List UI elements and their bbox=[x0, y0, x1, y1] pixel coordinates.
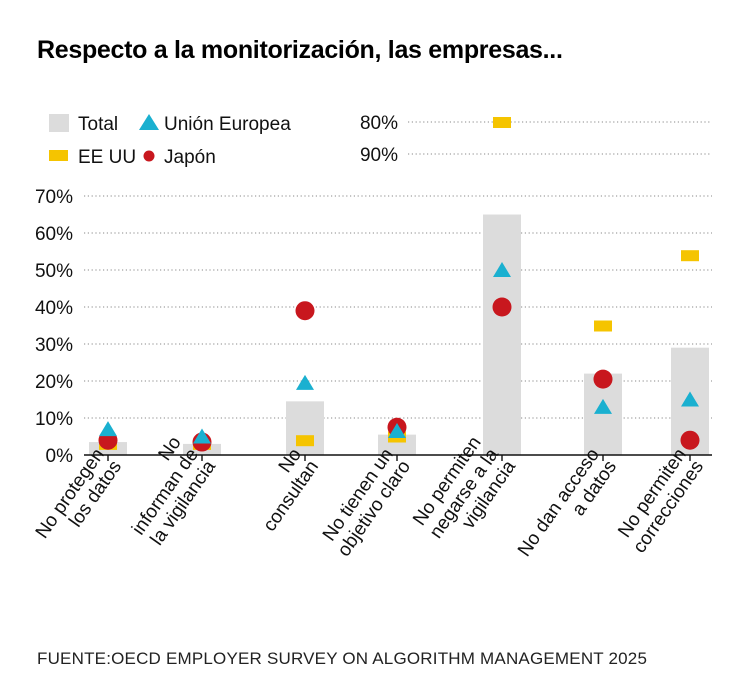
legend: Total Unión Europea EE UU Japón bbox=[49, 114, 291, 168]
marker-union-europea bbox=[296, 374, 314, 390]
marker-japon bbox=[492, 297, 512, 317]
y-tick-label: 90% bbox=[360, 145, 398, 166]
legend-japon-swatch bbox=[143, 150, 155, 162]
legend-ee-uu-label: EE UU bbox=[78, 147, 136, 168]
y-tick-label: 60% bbox=[35, 224, 73, 245]
y-tick-label: 10% bbox=[35, 409, 73, 430]
bar-total bbox=[378, 434, 416, 455]
y-tick-label: 70% bbox=[35, 187, 73, 208]
gridlines bbox=[84, 121, 712, 419]
legend-union-europea-swatch bbox=[139, 114, 159, 130]
marker-union-europea bbox=[99, 421, 117, 437]
y-tick-label: 20% bbox=[35, 372, 73, 393]
marker-japon bbox=[593, 369, 613, 389]
chart-title: Respecto a la monitorización, las empres… bbox=[37, 36, 563, 64]
y-tick-label: 50% bbox=[35, 261, 73, 282]
marker-ee-uu bbox=[493, 117, 511, 128]
y-tick-label: 40% bbox=[35, 298, 73, 319]
legend-total-swatch bbox=[49, 114, 69, 132]
legend-union-europea-label: Unión Europea bbox=[164, 114, 291, 135]
marker-union-europea bbox=[493, 262, 511, 277]
legend-japon-label: Japón bbox=[164, 147, 216, 168]
marker-union-europea bbox=[594, 398, 612, 414]
y-axis-ticks: 0% 10% 20% 30% 40% 50% 60% 70% 80% 90% bbox=[35, 113, 398, 467]
marker-union-europea bbox=[388, 422, 406, 438]
marker-ee-uu bbox=[296, 435, 314, 447]
marker-union-europea bbox=[193, 428, 211, 444]
x-axis bbox=[84, 454, 712, 461]
marker-ee-uu bbox=[594, 320, 612, 332]
marker-ee-uu bbox=[681, 250, 699, 262]
source-note: FUENTE:OECD EMPLOYER SURVEY ON ALGORITHM… bbox=[37, 649, 647, 668]
y-tick-label: 30% bbox=[35, 335, 73, 356]
markers bbox=[98, 117, 700, 452]
legend-ee-uu-swatch bbox=[49, 150, 68, 161]
marker-japon bbox=[680, 430, 700, 450]
marker-japon bbox=[295, 301, 315, 321]
bars bbox=[89, 214, 709, 455]
y-tick-label: 80% bbox=[360, 113, 398, 134]
bar-total bbox=[483, 214, 521, 455]
marker-union-europea bbox=[681, 391, 699, 407]
y-tick-label: 0% bbox=[46, 446, 74, 467]
legend-total-label: Total bbox=[78, 114, 118, 135]
